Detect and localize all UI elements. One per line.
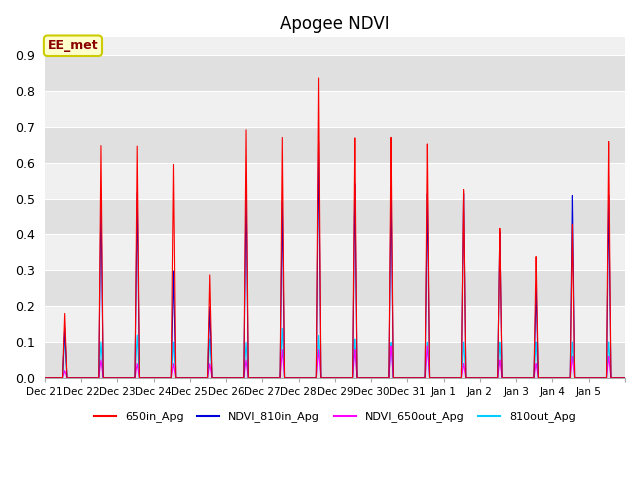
Legend: 650in_Apg, NDVI_810in_Apg, NDVI_650out_Apg, 810out_Apg: 650in_Apg, NDVI_810in_Apg, NDVI_650out_A… xyxy=(90,407,580,427)
Bar xyxy=(45,91,625,127)
Bar xyxy=(45,234,625,270)
Bar xyxy=(45,163,625,199)
Bar xyxy=(45,270,625,306)
Bar xyxy=(45,306,625,342)
Bar xyxy=(45,342,625,378)
Bar xyxy=(45,199,625,234)
Text: EE_met: EE_met xyxy=(47,39,99,52)
Bar xyxy=(45,37,625,55)
Title: Apogee NDVI: Apogee NDVI xyxy=(280,15,390,33)
Bar xyxy=(45,55,625,91)
Bar xyxy=(45,127,625,163)
